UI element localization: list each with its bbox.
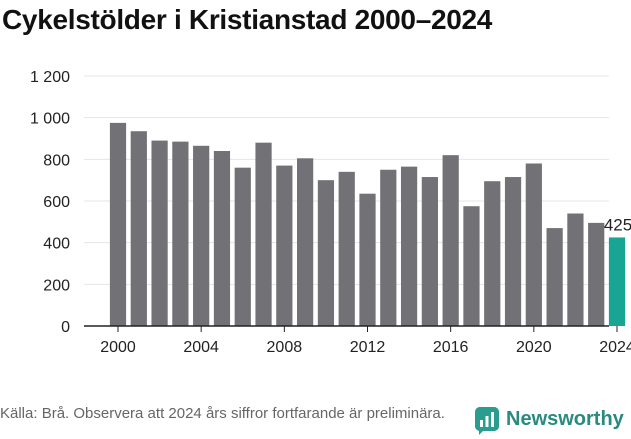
bar-2014 xyxy=(400,166,418,326)
bar-2010 xyxy=(317,180,335,326)
x-tick-label: 2012 xyxy=(350,339,386,356)
bar-2002 xyxy=(151,140,168,326)
bar-2022 xyxy=(567,213,584,326)
y-tick-label: 600 xyxy=(43,194,70,211)
data-label-2024: 425 xyxy=(604,215,631,234)
bar-2018 xyxy=(484,181,501,326)
newsworthy-chat-bars-icon xyxy=(475,407,499,435)
x-tick-label: 2024 xyxy=(599,339,631,356)
bar-2016 xyxy=(442,155,459,326)
y-tick-label: 800 xyxy=(43,152,70,169)
bar-2011 xyxy=(338,171,355,326)
bar-2024 xyxy=(608,237,626,326)
bar-2008 xyxy=(276,165,293,326)
bar-2019 xyxy=(504,177,522,326)
bar-2009 xyxy=(297,158,314,326)
bar-2023 xyxy=(588,222,605,326)
logo-text: Newsworthy xyxy=(506,407,624,430)
y-tick-label: 200 xyxy=(43,277,70,294)
x-tick-label: 2000 xyxy=(100,339,136,356)
x-tick-label: 2004 xyxy=(183,339,219,356)
chart-title: Cykelstölder i Kristianstad 2000–2024 xyxy=(2,4,493,35)
bar-2012 xyxy=(359,193,376,326)
bar-2021 xyxy=(546,228,563,326)
x-tick-label: 2020 xyxy=(516,339,552,356)
bar-2020 xyxy=(525,163,542,326)
axes xyxy=(84,325,618,332)
bar-2013 xyxy=(380,169,397,326)
bar-2004 xyxy=(193,145,210,326)
source-note: Källa: Brå. Observera att 2024 års siffr… xyxy=(0,405,445,422)
x-tick-label: 2008 xyxy=(267,339,303,356)
y-tick-label: 400 xyxy=(43,236,70,253)
y-tick-label: 1 200 xyxy=(30,69,70,86)
bar-2003 xyxy=(172,141,189,326)
bar-chart: 0 200 400 600 800 1 000 1 200 2000 2004 2008 2012 2… xyxy=(30,69,631,356)
labels: 0 200 400 600 800 1 000 1 200 2000 2004 2008 2012 2… xyxy=(30,69,631,356)
bar-2005 xyxy=(213,151,231,326)
bar-2007 xyxy=(255,142,272,326)
bar-2017 xyxy=(463,206,480,326)
y-tick-label: 0 xyxy=(61,319,70,336)
x-tick-label: 2016 xyxy=(433,339,469,356)
bar-2006 xyxy=(234,167,251,326)
bar-2015 xyxy=(421,177,438,326)
bar-2001 xyxy=(130,131,147,326)
bars xyxy=(109,122,626,326)
newsworthy-logo: Newsworthy xyxy=(475,407,624,435)
y-tick-label: 1 000 xyxy=(30,111,70,128)
bar-2000 xyxy=(109,122,127,326)
